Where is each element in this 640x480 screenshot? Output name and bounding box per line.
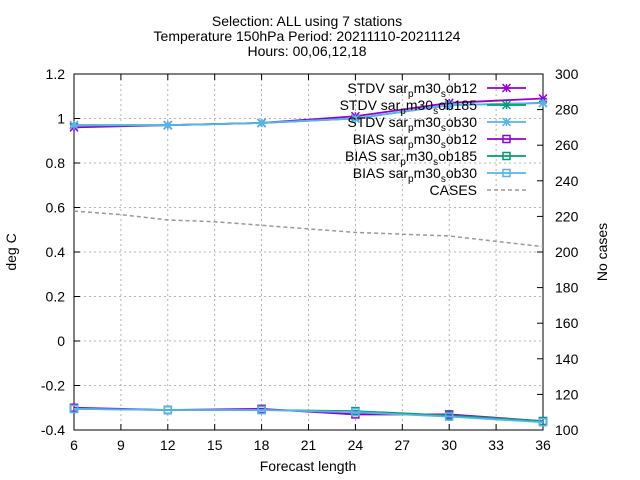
y-tick-label: 1 <box>57 111 65 127</box>
series-point <box>163 405 173 415</box>
y-tick-label: 0.6 <box>46 200 66 216</box>
legend-entry: STDV sarpm30sob185 <box>340 97 526 117</box>
series-point <box>501 83 512 93</box>
title-line-3: Hours: 00,06,12,18 <box>247 43 366 59</box>
legend-label: STDV sarpm30sob30 <box>347 114 477 134</box>
series-point <box>350 113 360 124</box>
y-tick-label: 0.2 <box>46 289 66 305</box>
grid <box>74 74 543 430</box>
series-point <box>501 100 512 110</box>
y-axis-label: deg C <box>3 233 19 270</box>
series-point <box>501 117 512 127</box>
series-point <box>538 98 548 108</box>
legend-entry: BIAS sarpm30sob185 <box>345 148 526 168</box>
legend-label: STDV sarpm30sob185 <box>340 97 478 117</box>
y-tick-label: 0 <box>57 333 65 349</box>
legend-entry: CASES <box>430 182 526 198</box>
y2-tick-label: 220 <box>555 208 579 224</box>
series-point <box>502 134 511 144</box>
legend-entry: STDV sarpm30sob12 <box>347 80 526 100</box>
series-point <box>502 168 511 178</box>
x-tick-label: 33 <box>488 437 504 453</box>
series-5 <box>69 404 548 427</box>
y-tick-label: -0.4 <box>41 422 65 438</box>
y2-tick-label: 280 <box>555 102 579 118</box>
axis-ticks: 6 9 12 15 18 21 24 27 30 33 36 -0.4 -0.2 0 0.2 0.4 0.6 0.… <box>41 66 579 453</box>
y2-tick-label: 160 <box>555 315 579 331</box>
legend-label: STDV sarpm30sob12 <box>347 80 477 100</box>
y2-tick-label: 100 <box>555 422 579 438</box>
y2-tick-label: 180 <box>555 280 579 296</box>
y-tick-label: 0.4 <box>46 244 66 260</box>
x-tick-label: 12 <box>160 437 176 453</box>
y2-axis-label: No cases <box>594 223 610 281</box>
series-line <box>73 407 544 424</box>
series-layer <box>69 93 548 427</box>
x-tick-label: 21 <box>301 437 317 453</box>
series-point <box>502 151 511 161</box>
y2-tick-label: 300 <box>555 66 579 82</box>
y-tick-label: -0.2 <box>41 378 65 394</box>
legend-label: BIAS sarpm30sob185 <box>345 148 477 168</box>
y-tick-label: 0.8 <box>46 155 66 171</box>
series-2 <box>69 98 548 130</box>
x-tick-label: 36 <box>535 437 551 453</box>
series-point <box>538 417 548 427</box>
y2-tick-label: 260 <box>555 137 579 153</box>
series-point <box>69 404 79 414</box>
series-point <box>444 412 454 421</box>
x-tick-label: 30 <box>441 437 457 453</box>
x-tick-label: 9 <box>117 437 125 453</box>
legend-label: BIAS sarpm30sob12 <box>353 131 477 151</box>
series-point <box>69 120 79 130</box>
y2-tick-label: 240 <box>555 173 579 189</box>
x-tick-label: 18 <box>254 437 270 453</box>
legend-entry: BIAS sarpm30sob30 <box>353 165 526 185</box>
series-point <box>163 120 173 130</box>
legend-label: BIAS sarpm30sob30 <box>353 165 477 185</box>
y-tick-label: 1.2 <box>46 66 66 82</box>
y2-tick-label: 200 <box>555 244 579 260</box>
title-line-1: Selection: ALL using 7 stations <box>212 13 402 29</box>
x-tick-label: 27 <box>395 437 411 453</box>
series-point <box>351 407 360 417</box>
y2-tick-label: 120 <box>555 386 579 402</box>
legend-entry: STDV sarpm30sob30 <box>347 114 526 134</box>
series-point <box>257 405 266 415</box>
x-tick-label: 15 <box>207 437 223 453</box>
chart-title: Selection: ALL using 7 stations Temperat… <box>154 13 461 59</box>
series-point <box>257 118 267 128</box>
series-line <box>74 102 544 127</box>
legend-label: CASES <box>430 182 477 198</box>
title-line-2: Temperature 150hPa Period: 20211110-2021… <box>154 28 461 44</box>
x-axis-label: Forecast length <box>260 458 357 474</box>
series-point <box>444 100 454 110</box>
x-tick-label: 6 <box>70 437 78 453</box>
y2-tick-label: 140 <box>555 351 579 367</box>
legend-entry: BIAS sarpm30sob12 <box>353 131 526 151</box>
x-tick-label: 24 <box>348 437 364 453</box>
cases-line <box>73 210 544 248</box>
